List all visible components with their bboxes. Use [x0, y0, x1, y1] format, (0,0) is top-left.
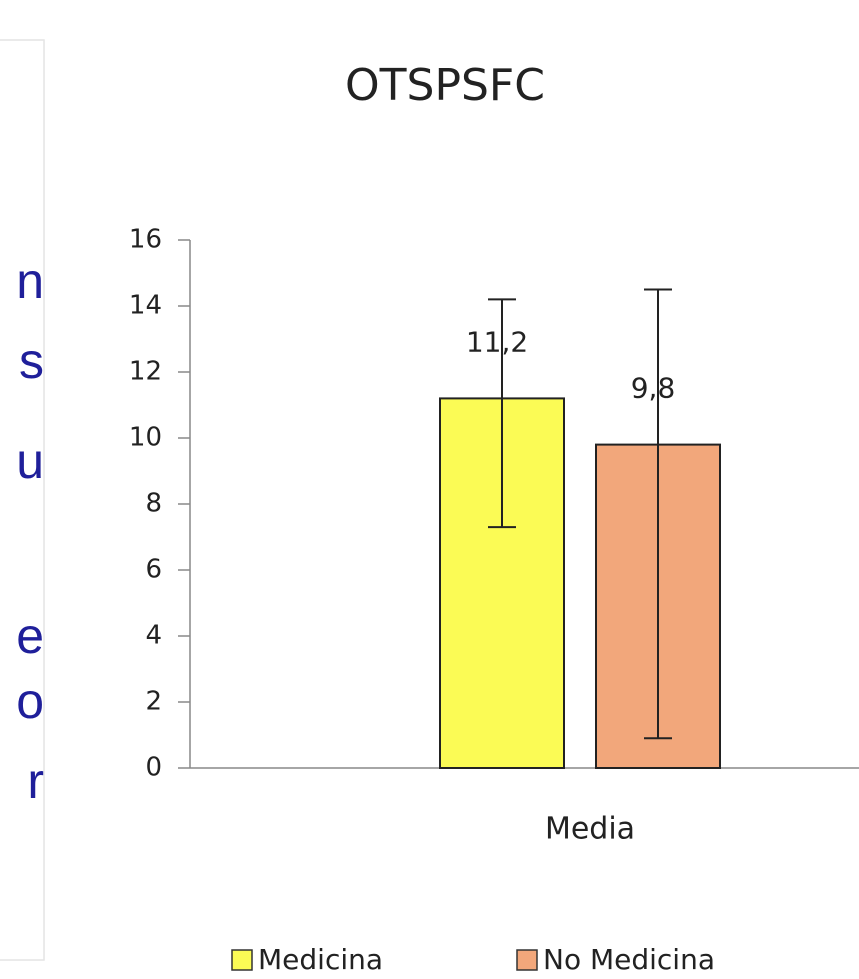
side-text: e [16, 608, 44, 664]
y-tick-label: 2 [145, 687, 162, 717]
y-tick-label: 12 [129, 357, 162, 387]
legend-swatch [231, 949, 253, 971]
chart-title: OTSPSFC [345, 60, 545, 111]
y-tick-label: 16 [129, 225, 162, 255]
legend-label: Medicina [258, 943, 383, 976]
side-panel [0, 39, 45, 961]
y-tick-label: 6 [145, 555, 162, 585]
y-tick-label: 14 [129, 291, 162, 321]
legend-swatch [516, 949, 538, 971]
side-text: s [19, 333, 44, 389]
side-text: u [16, 433, 44, 489]
side-text: r [27, 753, 44, 809]
y-tick-label: 8 [145, 489, 162, 519]
x-tick-label: Media [545, 812, 635, 847]
data-label: 11,2 [466, 325, 528, 358]
y-tick-label: 0 [145, 753, 162, 783]
legend-label: No Medicina [543, 943, 715, 976]
side-text: o [16, 673, 44, 729]
y-tick-label: 4 [145, 621, 162, 651]
side-text: n [16, 253, 44, 309]
data-label: 9,8 [631, 372, 676, 405]
y-tick-label: 10 [129, 423, 162, 453]
